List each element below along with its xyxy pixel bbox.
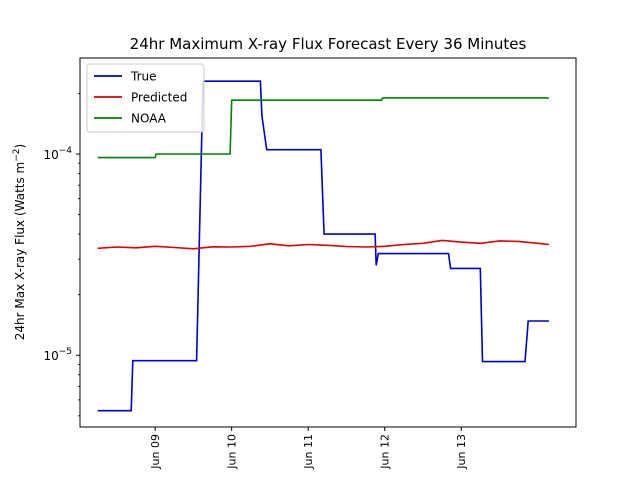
y-tick-exponent: −5 [59,347,72,357]
y-tick-base: 10 [43,148,58,162]
legend-label-true: True [130,70,157,84]
y-axis-label: 24hr Max X-ray Flux (Watts m−2) [12,144,27,340]
x-tick-label: Jun 09 [149,434,162,470]
y-tick-label: 10−5 [43,347,72,363]
series-line-predicted [97,239,549,250]
x-tick-label: Jun 11 [302,434,315,470]
legend-label-predicted: Predicted [131,91,187,105]
plot-frame [79,57,577,428]
y-tick-label: 10−4 [43,146,72,162]
series-line-noaa [97,97,549,159]
chart-title: 24hr Maximum X-ray Flux Forecast Every 3… [130,35,527,53]
y-tick-base: 10 [43,349,58,363]
y-axis-label-superscript: −2 [12,148,22,161]
y-axis: 10−510−4 [43,93,80,417]
series-line-true [97,80,549,412]
x-tick-label: Jun 10 [226,434,239,470]
y-axis-label-text: 24hr Max X-ray Flux (Watts m [13,162,27,340]
x-axis: Jun 09 Jun 10 Jun 11 Jun 12 Jun 13 [149,427,468,470]
x-tick-label: Jun 13 [455,434,468,470]
legend-label-noaa: NOAA [131,112,167,126]
series-layer [97,80,549,412]
y-tick-exponent: −4 [59,146,73,156]
x-tick-label: Jun 12 [379,434,392,470]
y-axis-label-close: ) [13,144,27,149]
legend: True Predicted NOAA [86,63,205,133]
legend-box [86,63,205,133]
